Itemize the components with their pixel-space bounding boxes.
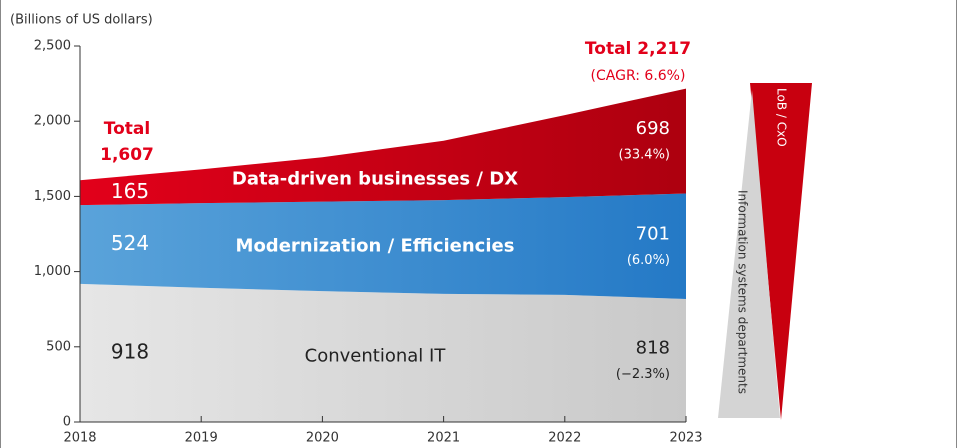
total-annotation: 1,607 <box>100 145 154 165</box>
x-tick-label: 2023 <box>669 431 702 446</box>
y-tick-label: 0 <box>63 415 71 430</box>
y-tick-label: 1,500 <box>34 189 71 204</box>
series-label: Data-driven businesses / DX <box>232 168 518 189</box>
total-annotation: Total 2,217 <box>585 39 691 59</box>
side-label: LoB / CxO <box>775 88 789 147</box>
area <box>80 193 686 299</box>
data-label: 918 <box>111 339 149 363</box>
x-tick-label: 2019 <box>185 431 218 446</box>
x-tick-label: 2018 <box>63 431 96 446</box>
data-label: 698 <box>636 118 670 139</box>
y-tick-label: 2,000 <box>34 114 71 129</box>
area <box>80 88 686 206</box>
total-annotation: Total <box>104 119 150 139</box>
lob-triangle <box>750 83 812 420</box>
data-label: 165 <box>111 179 149 203</box>
x-tick-label: 2021 <box>427 431 460 446</box>
cagr-label: (6.0%) <box>627 253 670 268</box>
data-label: 701 <box>636 223 670 244</box>
y-tick-label: 500 <box>46 339 71 354</box>
data-label: 818 <box>636 337 670 358</box>
series-label: Modernization / Efficiencies <box>236 235 515 256</box>
y-tick-label: 2,500 <box>34 39 71 54</box>
x-tick-label: 2020 <box>306 431 339 446</box>
data-label: 524 <box>111 231 149 255</box>
is-triangle <box>718 90 780 418</box>
cagr-label: (33.4%) <box>619 148 670 163</box>
side-label: Information systems departments <box>736 190 750 394</box>
x-tick-label: 2022 <box>548 431 581 446</box>
cagr-annotation: (CAGR: 6.6%) <box>591 68 686 84</box>
series-label: Conventional IT <box>305 346 447 367</box>
y-axis-label: (Billions of US dollars) <box>10 13 153 28</box>
area <box>80 283 686 422</box>
y-tick-label: 1,000 <box>34 264 71 279</box>
cagr-label: (−2.3%) <box>616 367 670 382</box>
